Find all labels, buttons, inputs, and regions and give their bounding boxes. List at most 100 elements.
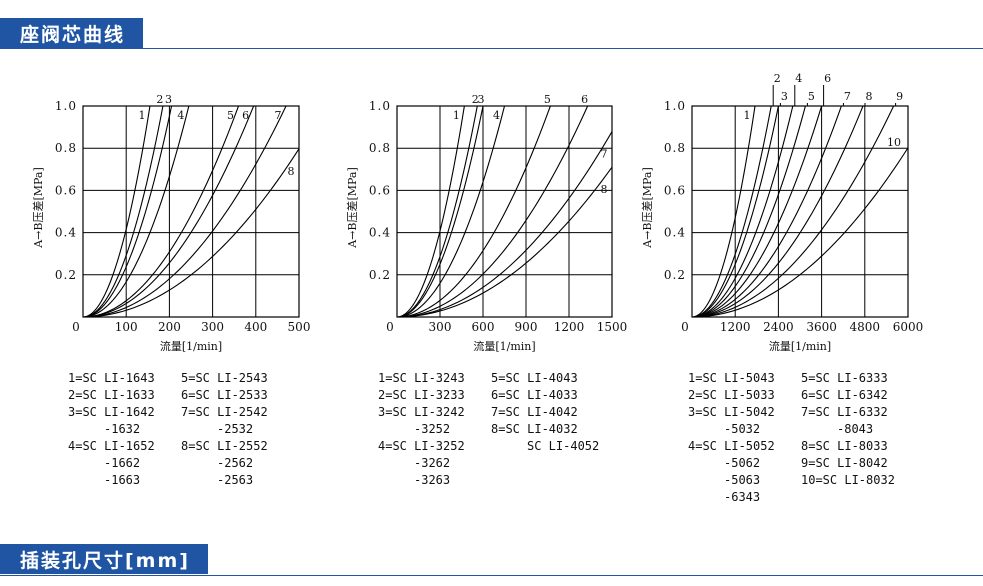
series-line-2: [397, 105, 478, 317]
series-label-8: 8: [601, 183, 608, 196]
series-label-10: 10: [887, 136, 901, 149]
legend-entry: 6=SC LI-4033: [491, 388, 578, 402]
legend-entry: 7=SC LI-6332: [801, 405, 888, 419]
series-label-1: 1: [453, 109, 460, 122]
legend-entry: 10=SC LI-8032: [801, 473, 895, 487]
series-line-1: [692, 105, 756, 317]
series-label-5: 5: [808, 90, 815, 103]
legend-entry: 5=SC LI-2543: [181, 371, 268, 385]
x-tick-label: 100: [115, 320, 138, 334]
series-label-8: 8: [866, 90, 873, 103]
y-tick-label: 0.6: [664, 183, 686, 197]
series-line-8: [397, 166, 613, 317]
series-line-9: [692, 105, 895, 317]
chart-3: 0 1200 2400 3600 4800 6000 0.2 0.4 0.6 0.8 1.0 流量[1…: [640, 72, 923, 353]
legend-entry: 1=SC LI-5043: [688, 371, 775, 385]
legend-column: 5=SC LI-6333 6=SC LI-6342 7=SC LI-6332 -804…: [801, 370, 895, 489]
series-line-4: [692, 105, 794, 317]
series-label-4: 4: [493, 109, 500, 122]
legend-entry: 2=SC LI-5033: [688, 388, 775, 402]
legend-entry: 8=SC LI-2552: [181, 439, 268, 453]
y-tick-label: 0.8: [664, 141, 686, 155]
y-tick-label: 1.0: [55, 99, 77, 113]
x-tick-label: 1500: [597, 320, 628, 334]
legend-entry: 4=SC LI-1652: [68, 439, 155, 453]
x-tick-label: 0: [386, 320, 394, 334]
y-tick-label: 0.2: [664, 268, 686, 282]
legend-entry: 8=SC LI-8033: [801, 439, 888, 453]
x-axis-label: 流量[1/min]: [769, 339, 831, 353]
series-label-2: 2: [156, 93, 163, 106]
legend-entry: -2532: [217, 422, 254, 436]
x-tick-label: 6000: [893, 320, 924, 334]
y-tick-label: 0.6: [55, 183, 77, 197]
curves: [83, 105, 300, 317]
series-label-7: 7: [601, 148, 608, 161]
x-tick-label: 300: [201, 320, 224, 334]
x-tick-label: 0: [681, 320, 689, 334]
legend-chart-1: 1=SC LI-1643 2=SC LI-1633 3=SC LI-1642 -163…: [68, 370, 308, 510]
legend-entry: 7=SC LI-4042: [491, 405, 578, 419]
y-axis-label: A→B压差[MPa]: [345, 167, 359, 249]
y-axis-label: A→B压差[MPa]: [31, 167, 45, 249]
y-tick-label: 0.8: [369, 141, 391, 155]
series-line-3: [692, 105, 779, 317]
legend-entry: 3=SC LI-5042: [688, 405, 775, 419]
x-tick-label: 2400: [763, 320, 794, 334]
series-label-1: 1: [138, 109, 145, 122]
series-label-1: 1: [744, 109, 751, 122]
series-line-8: [692, 105, 864, 317]
legend-entry: 1=SC LI-3243: [378, 371, 465, 385]
x-tick-label: 3600: [806, 320, 837, 334]
series-line-5: [397, 105, 551, 317]
legend-entry: -1662: [104, 456, 141, 470]
series-line-5: [83, 105, 240, 317]
section-rule: [0, 48, 983, 49]
series-line-7: [692, 105, 842, 317]
series-label-6: 6: [581, 93, 588, 106]
legend-entry: 8=SC LI-4032: [491, 422, 578, 436]
x-tick-label: 1200: [554, 320, 585, 334]
legend-entry: 2=SC LI-1633: [68, 388, 155, 402]
section-header-cavity: 插装孔尺寸[mm]: [0, 544, 983, 576]
legend-entry: -3252: [414, 422, 451, 436]
series-label-8: 8: [288, 165, 295, 178]
section-header-curves: 座阀芯曲线: [0, 18, 983, 49]
y-axis-label: A→B压差[MPa]: [640, 167, 654, 249]
series-line-10: [692, 147, 909, 317]
series-label-4: 4: [177, 109, 184, 122]
curves: [692, 105, 909, 317]
series-line-6: [397, 105, 589, 317]
series-line-5: [692, 105, 806, 317]
series-label-9: 9: [896, 90, 903, 103]
x-tick-label: 600: [472, 320, 495, 334]
legend-entry: -1632: [104, 422, 141, 436]
legend-entry: 4=SC LI-5052: [688, 439, 775, 453]
y-tick-label: 0.2: [369, 268, 391, 282]
plot-frame: [82, 105, 300, 318]
legend-column: 1=SC LI-5043 2=SC LI-5033 3=SC LI-5042 -503…: [688, 370, 775, 506]
plot-frame: [691, 105, 909, 318]
series-line-3: [397, 105, 484, 317]
legend-entry: 4=SC LI-3252: [378, 439, 465, 453]
series-line-6: [692, 105, 823, 317]
legend-entry: -3262: [414, 456, 451, 470]
series-label-6: 6: [824, 72, 831, 85]
series-line-2: [692, 105, 772, 317]
y-tick-label: 1.0: [664, 99, 686, 113]
legend-entry: -1663: [104, 473, 141, 487]
legend-entry: 6=SC LI-2533: [181, 388, 268, 402]
legend-entry: -5032: [724, 422, 761, 436]
series-label-2: 2: [472, 93, 479, 106]
legend-entry: -2563: [217, 473, 254, 487]
x-axis-label: 流量[1/min]: [160, 339, 222, 353]
series-label-5: 5: [544, 93, 551, 106]
legend-entry: 1=SC LI-1643: [68, 371, 155, 385]
x-tick-label: 400: [244, 320, 267, 334]
legend-entry: 9=SC LI-8042: [801, 456, 888, 470]
legend-entry: -8043: [837, 422, 874, 436]
series-label-3: 3: [165, 93, 172, 106]
y-tick-label: 0.8: [55, 141, 77, 155]
y-tick-label: 0.2: [55, 268, 77, 282]
